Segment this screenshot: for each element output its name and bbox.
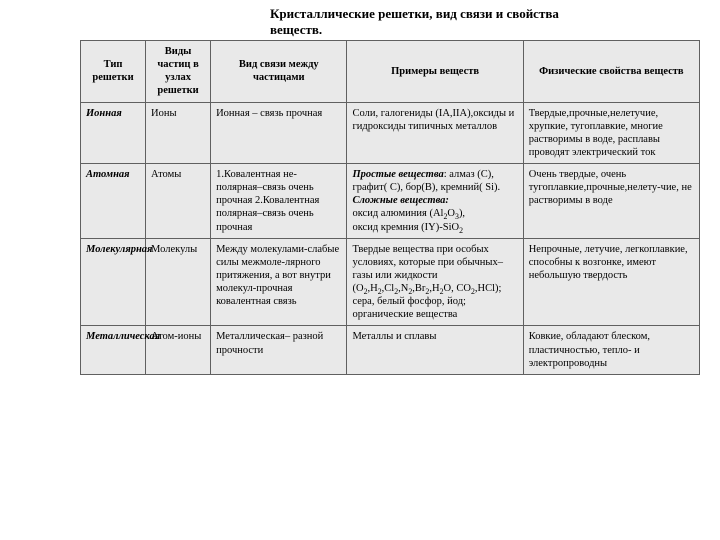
text-complex-a: оксид алюминия (Al xyxy=(352,208,443,219)
text-mol-line3: сера, белый фосфор, йод; органические ве… xyxy=(352,296,466,320)
cell-examples-molecular: Твердые вещества при особых условиях, ко… xyxy=(347,238,523,326)
table-row: Молекулярная Молекулы Между молекулами-с… xyxy=(81,238,700,326)
label-simple-substances: Простые вещества xyxy=(352,169,443,180)
table-row: Атомная Атомы 1.Ковалентная не-полярная–… xyxy=(81,164,700,239)
text-complex-b: O xyxy=(447,208,455,219)
cell-properties-metallic: Ковкие, обладают блеском, пластичностью,… xyxy=(523,326,699,374)
text-mol-c: ,Cl xyxy=(382,283,395,294)
cell-bond-atomic: 1.Ковалентная не-полярная–связь очень пр… xyxy=(211,164,347,239)
col-header-bond: Вид связи между частицами xyxy=(211,41,347,103)
cell-bond-metallic: Металлическая– разной прочности xyxy=(211,326,347,374)
text-mol-h: ,HCl); xyxy=(475,283,502,294)
text-mol-d: ,N xyxy=(398,283,408,294)
cell-particles-atomic: Атомы xyxy=(146,164,211,239)
page-title: Кристаллические решетки, вид связи и сво… xyxy=(270,6,600,37)
lattice-table-container: Тип решетки Виды частиц в узлах решетки … xyxy=(80,40,700,375)
table-row: Ионная Ионы Ионная – связь прочная Соли,… xyxy=(81,102,700,164)
table-row: Металлическая Атом-ионы Металлическая– р… xyxy=(81,326,700,374)
cell-particles-ionic: Ионы xyxy=(146,102,211,164)
col-header-type: Тип решетки xyxy=(81,41,146,103)
cell-examples-ionic: Соли, галогениды (IA,IIA),оксиды и гидро… xyxy=(347,102,523,164)
col-header-examples: Примеры веществ xyxy=(347,41,523,103)
lattice-table: Тип решетки Виды частиц в узлах решетки … xyxy=(80,40,700,375)
cell-examples-atomic: Простые вещества: алмаз (С), графит( С),… xyxy=(347,164,523,239)
cell-type-metallic: Металлическая xyxy=(81,326,146,374)
sub-2b: 2 xyxy=(459,226,463,235)
cell-properties-molecular: Непрочные, летучие, легкоплавкие, способ… xyxy=(523,238,699,326)
col-header-particles: Виды частиц в узлах решетки xyxy=(146,41,211,103)
text-complex-d: оксид кремния (IY)-SiO xyxy=(352,222,459,233)
cell-type-molecular: Молекулярная xyxy=(81,238,146,326)
col-header-properties: Физические свойства веществ xyxy=(523,41,699,103)
text-mol-e: ,Br xyxy=(412,283,425,294)
cell-properties-atomic: Очень твердые, очень тугоплавкие,прочные… xyxy=(523,164,699,239)
cell-type-ionic: Ионная xyxy=(81,102,146,164)
cell-bond-ionic: Ионная – связь прочная xyxy=(211,102,347,164)
cell-bond-molecular: Между молекулами-слабые силы межмоле-ляр… xyxy=(211,238,347,326)
text-complex-c: ), xyxy=(459,208,465,219)
cell-particles-molecular: Молекулы xyxy=(146,238,211,326)
text-mol-f: ,H xyxy=(429,283,439,294)
cell-particles-metallic: Атом-ионы xyxy=(146,326,211,374)
text-mol-a: (O xyxy=(352,283,363,294)
text-mol-line1: Твердые вещества при особых условиях, ко… xyxy=(352,244,503,281)
cell-type-atomic: Атомная xyxy=(81,164,146,239)
text-mol-g: O, CO xyxy=(444,283,471,294)
text-mol-b: ,H xyxy=(368,283,378,294)
table-header-row: Тип решетки Виды частиц в узлах решетки … xyxy=(81,41,700,103)
cell-examples-metallic: Металлы и сплавы xyxy=(347,326,523,374)
label-complex-substances: Сложные вещества: xyxy=(352,195,448,206)
cell-properties-ionic: Твердые,прочные,нелетучие, хрупкие, туго… xyxy=(523,102,699,164)
